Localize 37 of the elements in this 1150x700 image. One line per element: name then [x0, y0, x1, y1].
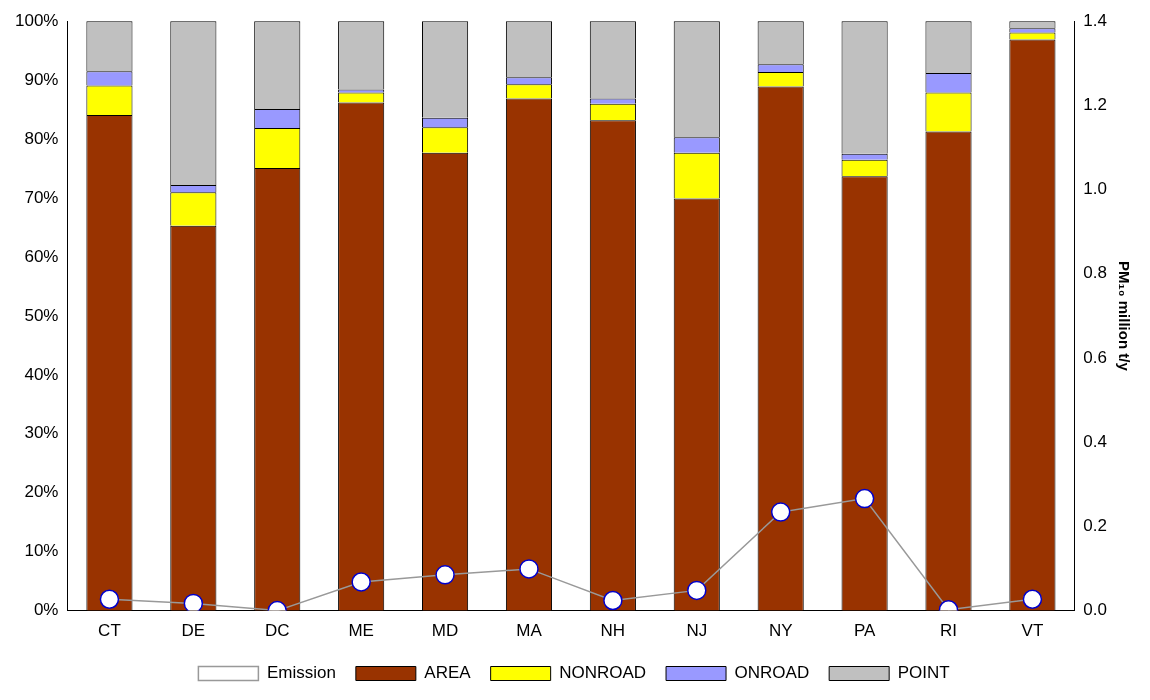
x-tick-label: RI	[940, 621, 958, 641]
legend-label: Emission	[266, 663, 336, 683]
legend-label: ONROAD	[734, 663, 810, 683]
x-tick-label: NJ	[686, 621, 708, 641]
y2-tick-label: 0.8	[1083, 263, 1108, 283]
legend-label: POINT	[897, 663, 950, 683]
x-tick-label: PA	[853, 621, 876, 641]
y2-tick-label: 0.0	[1083, 600, 1108, 620]
x-tick-label: CT	[98, 621, 121, 641]
y2-axis-title: PM₁₀ million t/y	[1115, 261, 1133, 372]
y-tick-label: 100%	[15, 10, 59, 30]
y2-tick-label: 0.6	[1083, 347, 1108, 367]
y-tick-label: 80%	[24, 128, 59, 148]
y-tick-label: 90%	[24, 69, 59, 89]
y-tick-label: 70%	[24, 187, 59, 207]
y-tick-label: 40%	[24, 364, 59, 384]
x-tick-label: DE	[181, 621, 206, 641]
y-tick-label: 20%	[24, 482, 59, 502]
x-tick-label: DC	[264, 621, 290, 641]
y-tick-label: 0%	[33, 600, 59, 620]
y-tick-label: 10%	[24, 541, 59, 561]
y-tick-label: 50%	[24, 305, 59, 325]
x-tick-label: ME	[348, 621, 374, 641]
x-tick-label: MA	[516, 621, 543, 641]
x-tick-label: NH	[600, 621, 626, 641]
y2-tick-label: 0.4	[1083, 431, 1108, 451]
y2-tick-label: 1.0	[1083, 179, 1108, 199]
x-tick-label: MD	[431, 621, 459, 641]
y2-tick-label: 1.2	[1083, 95, 1108, 115]
y2-tick-label: 0.2	[1083, 516, 1108, 536]
y-tick-label: 60%	[24, 246, 59, 266]
legend-label: AREA	[424, 663, 472, 683]
x-tick-label: NY	[768, 621, 793, 641]
x-tick-label: VT	[1021, 621, 1044, 641]
legend-label: NONROAD	[559, 663, 647, 683]
y2-tick-label: 1.4	[1083, 10, 1108, 30]
y-tick-label: 30%	[24, 423, 59, 443]
